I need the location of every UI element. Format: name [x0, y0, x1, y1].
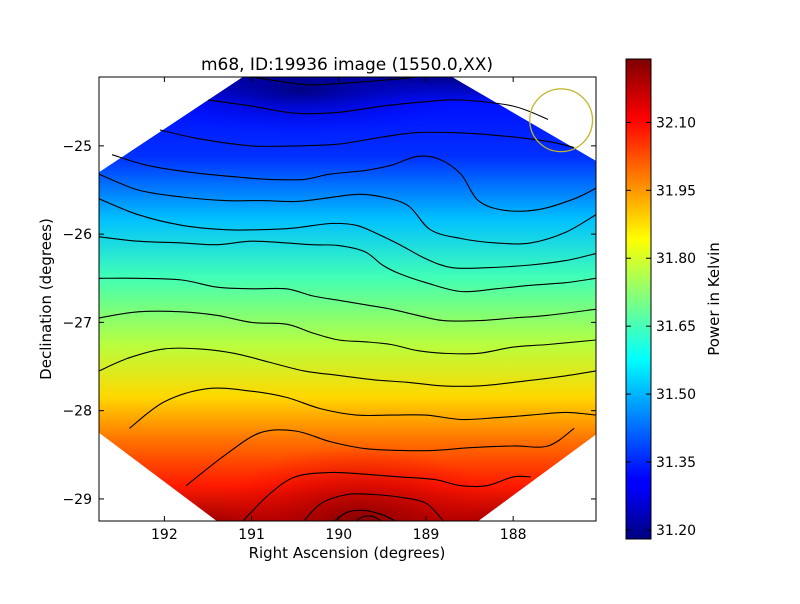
- y-tick-label: −25: [62, 139, 92, 155]
- colorbar-label: Power in Kelvin: [705, 242, 723, 356]
- contour-line-5: [99, 173, 596, 245]
- y-tick-label: −28: [62, 404, 92, 420]
- colorbar-gradient-bar: [625, 58, 652, 540]
- y-tick-label: −27: [62, 315, 92, 331]
- x-tick-label: 191: [238, 527, 265, 543]
- y-axis-ticks: −25 −26 −27 −28 −29: [62, 139, 596, 508]
- contour-line-10: [99, 347, 596, 387]
- contour-line-15: [334, 509, 396, 521]
- contour-line-2: [207, 99, 549, 120]
- contour-line-16: [355, 515, 381, 521]
- contour-line-6: [99, 198, 596, 269]
- beam-marker: [529, 88, 594, 153]
- x-tick-label: 189: [413, 527, 440, 543]
- chart-title: m68, ID:19936 image (1550.0,XX): [201, 55, 493, 75]
- x-tick-label: 192: [151, 527, 178, 543]
- contour-line-13: [242, 471, 531, 521]
- contour-line-14: [303, 493, 444, 521]
- contour-lines: [99, 77, 596, 521]
- contour-line-7: [99, 236, 596, 293]
- y-axis-label: Declination (degrees): [37, 218, 55, 380]
- contour-line-11: [129, 387, 596, 429]
- x-axis-label: Right Ascension (degrees): [249, 544, 446, 562]
- x-tick-label: 188: [500, 527, 527, 543]
- contour-line-12: [185, 427, 575, 487]
- contour-line-9: [99, 310, 596, 355]
- contour-line-4: [111, 154, 596, 212]
- cold-region: [130, 77, 470, 135]
- contour-line-1: [251, 77, 418, 86]
- colorbar-tick-label: 31.95: [656, 183, 696, 199]
- colorbar-tick-label: 31.20: [656, 523, 696, 539]
- colorbar-tick-label: 31.80: [656, 251, 696, 267]
- colorbar-tick-label: 31.35: [656, 455, 696, 471]
- colorbar-tick-label: 32.10: [656, 115, 696, 131]
- contour-line-8: [99, 277, 596, 322]
- colorbar-tick-label: 31.65: [656, 319, 696, 335]
- x-tick-label: 190: [325, 527, 352, 543]
- colorbar-ticks: 31.20 31.35 31.50 31.65 31.80 31.95 32.10: [626, 115, 696, 539]
- x-axis-ticks: 192 191 190 189 188: [151, 77, 527, 543]
- axes-frame: [98, 76, 597, 522]
- y-tick-label: −26: [62, 227, 92, 243]
- contour-line-3: [159, 129, 575, 149]
- colorbar: 31.20 31.35 31.50 31.65 31.80 31.95 32.10 Powe…: [625, 58, 723, 540]
- y-tick-label: −29: [62, 492, 92, 508]
- colorbar-tick-label: 31.50: [656, 387, 696, 403]
- hot-region: [210, 445, 510, 521]
- plot-area: [99, 77, 596, 521]
